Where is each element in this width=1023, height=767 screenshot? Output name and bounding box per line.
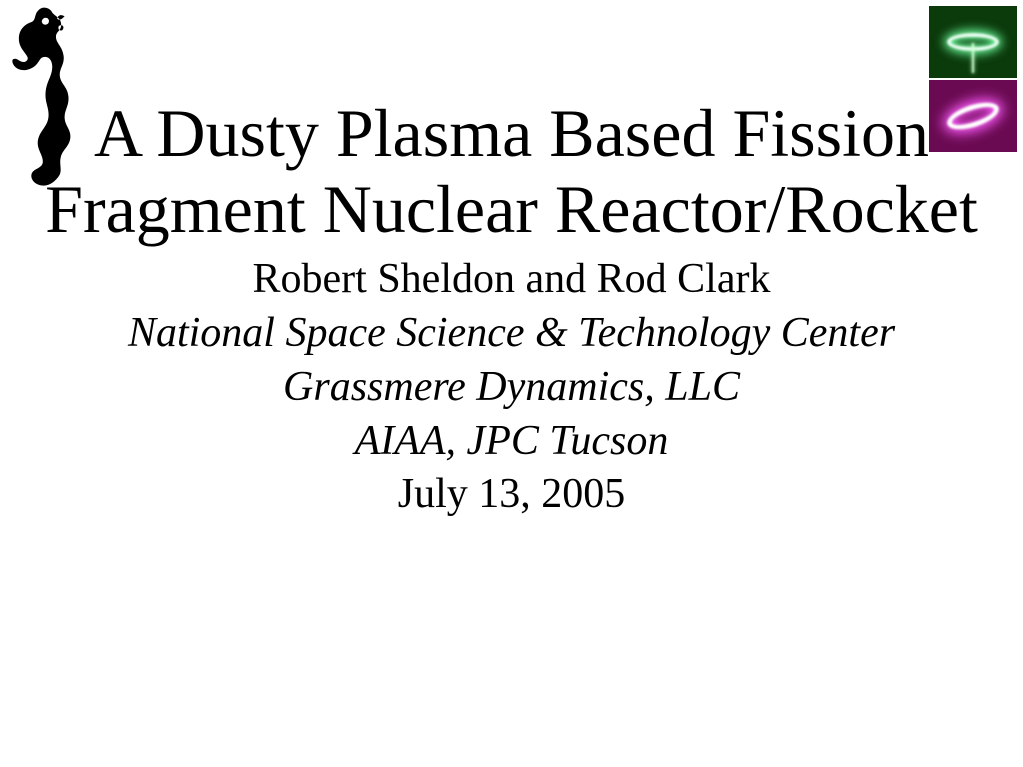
slide-authors: Robert Sheldon and Rod Clark [0,253,1023,307]
thumbnail-green-ring [929,6,1017,78]
slide-affiliation-2: Grassmere Dynamics, LLC [0,361,1023,415]
slide-content: A Dusty Plasma Based Fission Fragment Nu… [0,95,1023,522]
slide-affiliation-1: National Space Science & Technology Cent… [0,307,1023,361]
slide-date: July 13, 2005 [0,468,1023,522]
slide-venue: AIAA, JPC Tucson [0,415,1023,469]
slide-title: A Dusty Plasma Based Fission Fragment Nu… [0,95,1023,247]
